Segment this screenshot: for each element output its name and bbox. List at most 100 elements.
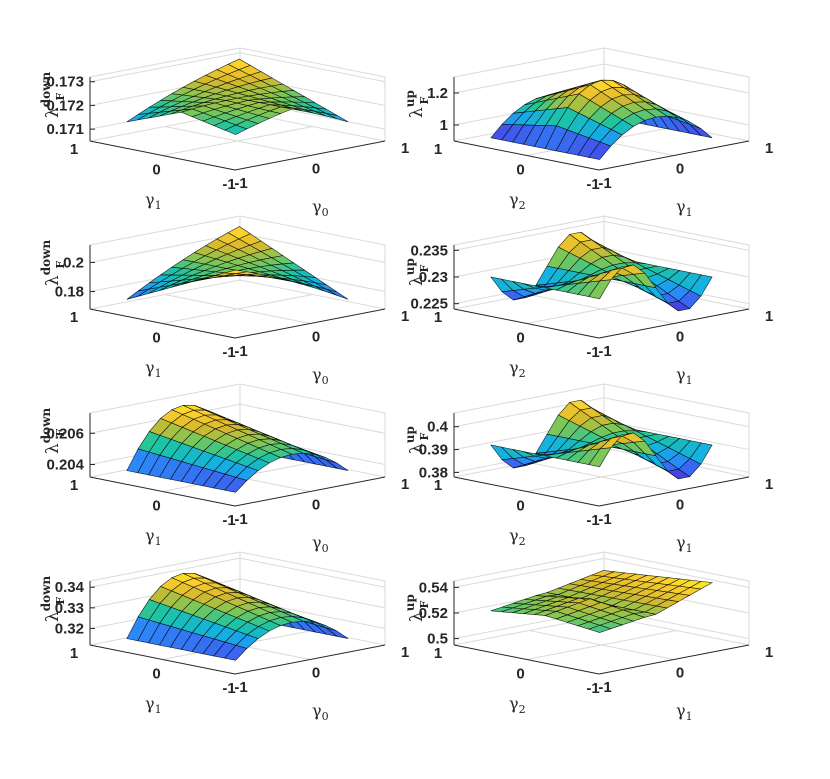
z-gridline-0 [453,63,750,94]
axis-a-line [453,476,600,507]
axis-a-label: γ1 [145,358,162,380]
z-tick-label-1: 1 [440,117,448,134]
box-edge-2 [453,551,605,582]
axis-b-tick-label-1: 0 [312,161,320,178]
axis-a-tick-label-1: 0 [516,498,524,515]
z-tick-label-0: 0.34 [55,579,85,596]
axis-a-tick-label-2: -1 [222,680,235,697]
axis-a-tick-label-0: 1 [70,477,78,494]
axis-a-label: γ2 [509,694,526,716]
z-gridline-0 [453,557,750,588]
axis-a-tick-label-0: 1 [434,645,442,662]
surface-face-99 [325,112,349,123]
axis-a-tick-label-2: -1 [222,512,235,529]
z-tick-label-2: 0.32 [55,620,84,637]
axis-b-line [598,476,750,507]
z-tick-label-0: 0.2 [63,254,84,271]
axis-a-line [89,476,236,507]
axis-b-tick-label-2: 1 [765,140,773,157]
z-axis-label: λdownF [39,71,67,118]
axis-b-line [598,308,750,339]
box-edge-3 [603,551,750,582]
axis-a-tick-label-1: 0 [516,666,524,683]
axis-a-tick-label-0: 1 [434,141,442,158]
z-axis-label: λdownF [39,239,67,286]
axis-b-tick-label-1: 0 [676,665,684,682]
floor-gridline-b [528,462,675,492]
box-edge-3 [239,215,386,246]
z-tick-label-0: 0.206 [46,425,84,442]
z-axis-label: λupF [403,258,431,286]
z-axis-label: λupF [403,426,431,454]
axis-b-line [234,308,386,339]
axis-a-tick-label-2: -1 [222,344,235,361]
axis-b-label: γ1 [676,197,693,219]
axis-b-tick-label-2: 1 [401,140,409,157]
z-tick-label-1: 0.39 [419,442,448,459]
surface-face-99 [325,459,349,471]
z-tick-label-0: 0.54 [419,579,449,596]
axis-b-tick-label-2: 1 [401,644,409,661]
axis-a-tick-label-1: 0 [152,330,160,347]
axis-a-line [89,140,236,171]
z-tick-label-0: 0.173 [46,74,84,91]
axis-a-tick-label-2: -1 [586,344,599,361]
box-edge-3 [239,383,386,414]
axis-a-label: γ2 [509,526,526,548]
axis-a-label: γ1 [145,526,162,548]
axis-b-tick-label-1: 0 [676,497,684,514]
box-edge-3 [603,47,750,78]
surface-panel-1: 0.173 0.172 0.171 1 0 -1-1 0 1 γ1 γ0 λdownF [39,47,409,219]
z-axis-label: λdownF [39,407,67,454]
box-edge-3 [603,383,750,414]
surface-panel-7: 0.34 0.33 0.32 1 0 -1-1 0 1 γ1 γ0 λdownF [39,551,409,723]
axis-a-line [453,308,600,339]
axis-a-label: γ2 [509,190,526,212]
z-tick-label-2: 0.38 [419,464,448,481]
z-tick-label-0: 1.2 [427,85,448,102]
surface-face-99 [325,627,349,639]
z-tick-label-1: 0.172 [46,97,84,114]
z-gridline-1 [89,578,386,609]
surface-panel-5: 0.206 0.204 1 0 -1-1 0 1 γ1 γ0 λdownF [39,383,409,555]
surface-panel-3: 0.2 0.18 1 0 -1-1 0 1 γ1 γ0 λdownF [39,215,409,387]
axis-b-line [598,140,750,171]
axis-b-tick-label-2: 1 [765,308,773,325]
axis-b-tick-label-0: -1 [598,679,611,696]
axis-b-tick-label-2: 1 [401,308,409,325]
axis-b-tick-label-2: 1 [765,476,773,493]
floor-gridline-b [164,126,311,156]
z-tick-label-1: 0.23 [419,269,448,286]
box-edge-2 [453,383,605,414]
axis-a-tick-label-0: 1 [434,477,442,494]
box-edge-3 [239,47,386,78]
axis-b-tick-label-2: 1 [401,476,409,493]
z-axis-label: λupF [403,594,431,622]
axis-b-tick-label-0: -1 [598,175,611,192]
z-gridline-0 [453,220,750,251]
axis-b-label: γ0 [312,533,329,555]
axis-a-tick-label-0: 1 [434,309,442,326]
axis-a-tick-label-0: 1 [70,309,78,326]
surface-face-99 [689,274,713,297]
axis-b-label: γ1 [676,365,693,387]
axis-b-tick-label-0: -1 [234,175,247,192]
z-axis-label: λupF [403,90,431,118]
z-tick-label-2: 0.225 [410,296,448,313]
surface-face-99 [689,124,713,139]
box-edge-2 [89,215,241,246]
axis-b-label: γ0 [312,365,329,387]
surface-panel-2: 1.2 1 1 0 -1-1 0 1 γ2 γ1 λupF [403,47,773,219]
axis-a-line [89,308,236,339]
axis-b-line [234,476,386,507]
axis-a-line [453,644,600,675]
axis-b-tick-label-0: -1 [234,511,247,528]
z-axis-label: λdownF [39,575,67,622]
axis-a-tick-label-0: 1 [70,141,78,158]
surface-face-99 [325,288,349,300]
floor-gridline-b [528,630,675,660]
floor-gridline-b [164,294,311,324]
